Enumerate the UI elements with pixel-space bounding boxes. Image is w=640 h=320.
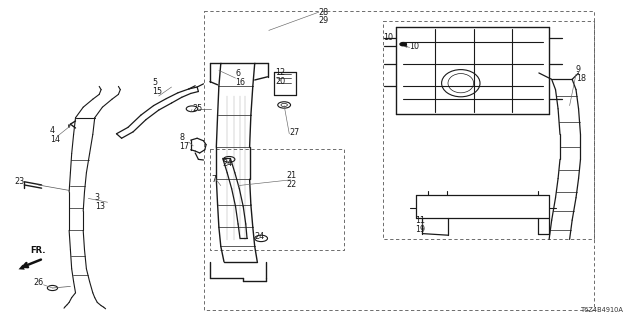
Text: 16: 16 bbox=[236, 78, 246, 87]
Text: 4: 4 bbox=[50, 126, 55, 135]
Text: 27: 27 bbox=[289, 128, 300, 137]
Text: 17: 17 bbox=[179, 142, 189, 151]
Circle shape bbox=[400, 43, 406, 46]
Text: 19: 19 bbox=[415, 225, 425, 234]
Text: 9: 9 bbox=[576, 65, 581, 74]
Text: 22: 22 bbox=[287, 180, 297, 189]
Text: 10: 10 bbox=[410, 42, 420, 51]
Text: 7: 7 bbox=[211, 175, 216, 184]
Text: 21: 21 bbox=[287, 171, 297, 180]
Text: 13: 13 bbox=[95, 202, 105, 211]
Text: 15: 15 bbox=[152, 87, 163, 96]
Text: 18: 18 bbox=[576, 74, 586, 83]
Text: 20: 20 bbox=[275, 77, 285, 86]
Text: 10: 10 bbox=[383, 33, 393, 42]
Text: 29: 29 bbox=[319, 16, 329, 25]
Text: 26: 26 bbox=[33, 278, 44, 287]
Text: FR.: FR. bbox=[31, 246, 46, 255]
Text: 11: 11 bbox=[415, 216, 425, 225]
Text: 8: 8 bbox=[179, 133, 184, 142]
Text: 23: 23 bbox=[14, 177, 24, 186]
Text: 5: 5 bbox=[152, 78, 157, 87]
Text: 25: 25 bbox=[192, 104, 202, 113]
Text: 28: 28 bbox=[319, 8, 329, 17]
Text: 12: 12 bbox=[275, 68, 285, 77]
Text: 3: 3 bbox=[95, 193, 100, 202]
Text: 24: 24 bbox=[223, 159, 233, 168]
Text: 24: 24 bbox=[255, 232, 265, 241]
Text: T6Z4B4910A: T6Z4B4910A bbox=[581, 307, 624, 313]
Text: 14: 14 bbox=[50, 135, 60, 144]
Text: 6: 6 bbox=[236, 69, 241, 78]
